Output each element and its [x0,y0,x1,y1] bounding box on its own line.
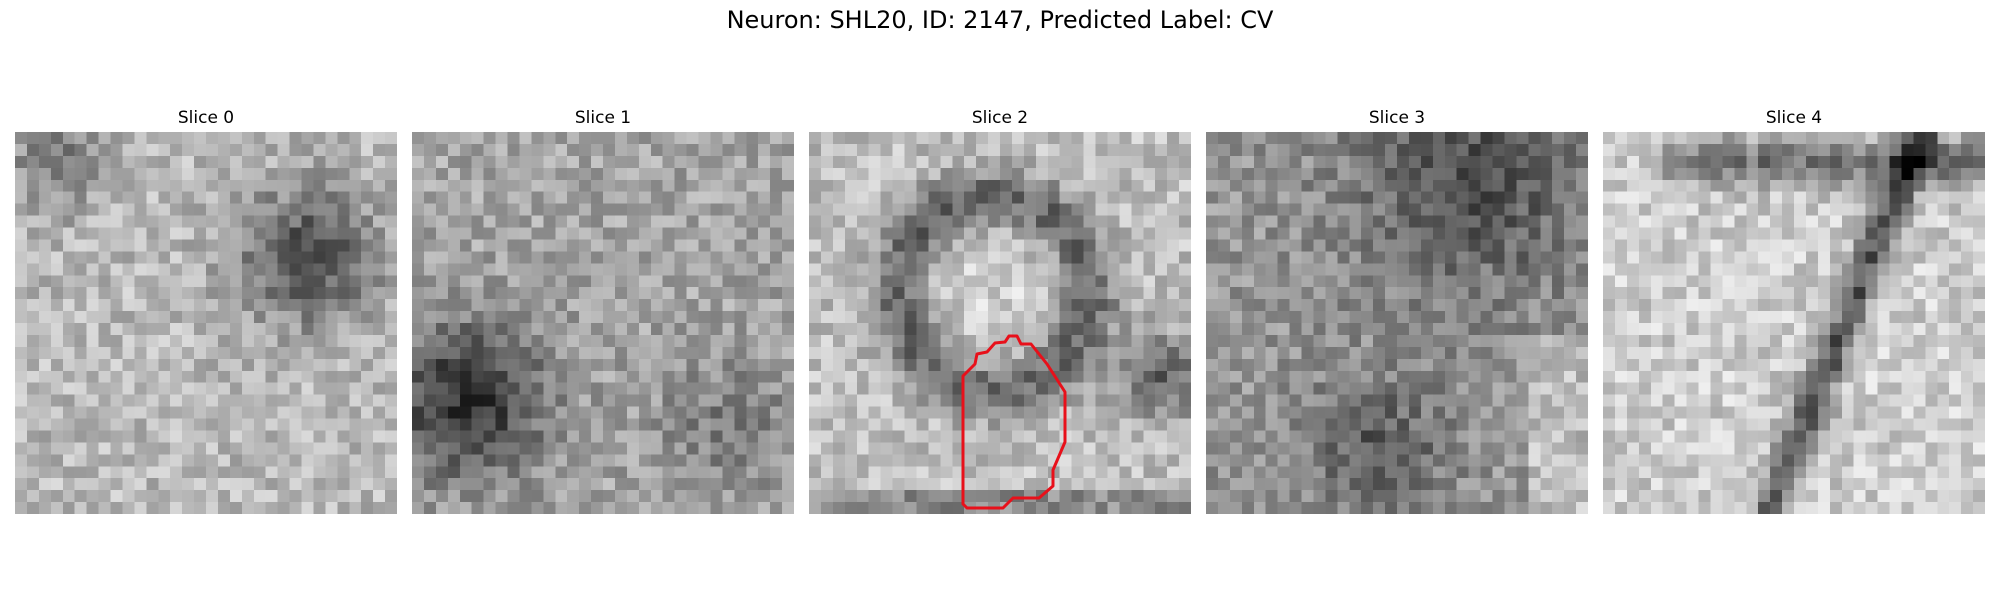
slice-2-canvas [809,132,1191,514]
slice-0-image [15,132,397,514]
slice-0-canvas [15,132,397,514]
slice-4-canvas [1603,132,1985,514]
contour-line [961,334,1067,510]
segmentation-contour [961,334,1067,510]
slice-3-title: Slice 3 [1368,108,1426,128]
slice-2-title: Slice 2 [971,108,1029,128]
slice-1-title: Slice 1 [574,108,632,128]
slice-3-image [1206,132,1588,514]
figure-title: Neuron: SHL20, ID: 2147, Predicted Label… [726,6,1274,34]
slice-1-canvas [412,132,794,514]
slice-0-title: Slice 0 [177,108,235,128]
slice-2-image [809,132,1191,514]
slice-4-image [1603,132,1985,514]
slice-3-canvas [1206,132,1588,514]
slice-1-image [412,132,794,514]
slice-4-title: Slice 4 [1765,108,1823,128]
